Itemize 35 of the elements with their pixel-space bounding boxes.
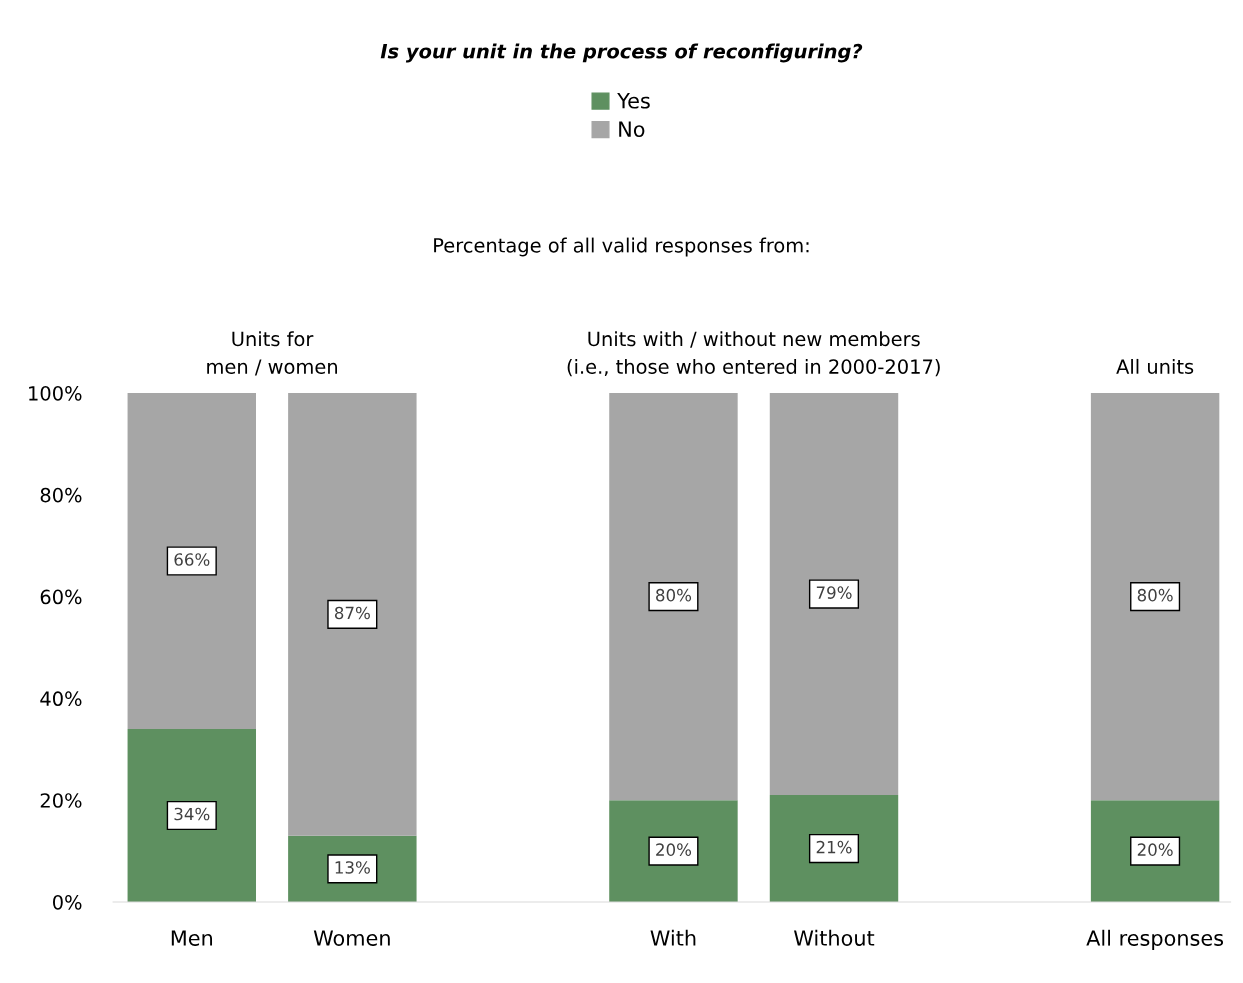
data-label: 80% — [1137, 588, 1173, 602]
bar — [127, 728, 257, 902]
y-tick-label: 40% — [40, 691, 82, 707]
legend-label: Yes — [617, 93, 650, 109]
y-tick-label: 0% — [52, 894, 82, 910]
data-label: 21% — [816, 840, 852, 854]
data-label: 79% — [816, 586, 852, 599]
data-label: 80% — [656, 588, 692, 602]
x-tick-label: All responses — [1086, 929, 1224, 950]
x-tick-label: Women — [313, 930, 390, 946]
y-tick-label: 80% — [40, 487, 82, 503]
data-label: 34% — [174, 807, 210, 821]
bar — [1090, 393, 1220, 801]
data-label: 66% — [174, 553, 210, 566]
data-label: 87% — [334, 606, 370, 620]
y-tick-label: 20% — [40, 793, 82, 808]
bar — [769, 795, 899, 902]
x-tick-label: Men — [171, 930, 213, 946]
chart-title: Is your unit in the process of reconfiguring? — [380, 43, 863, 63]
data-label: 13% — [335, 861, 370, 874]
x-tick-label: Without — [793, 929, 875, 946]
bar — [609, 393, 738, 801]
legend-label: No — [619, 121, 645, 138]
x-tick-label: With — [650, 929, 696, 946]
bar — [769, 393, 899, 796]
bar — [288, 393, 417, 836]
text: Units with / without new members (i.e., those who entered in 2000-2017) — [567, 331, 940, 377]
text: Units for men / women — [207, 331, 337, 376]
data-label: 20% — [656, 843, 692, 856]
data-label: 20% — [1137, 843, 1173, 856]
bar — [127, 393, 257, 729]
y-tick-label: 60% — [40, 589, 82, 605]
chart-subtitle: Percentage of all valid responses from: — [434, 237, 809, 257]
y-tick-label: 100% — [29, 385, 82, 401]
text: All units — [1116, 358, 1194, 374]
